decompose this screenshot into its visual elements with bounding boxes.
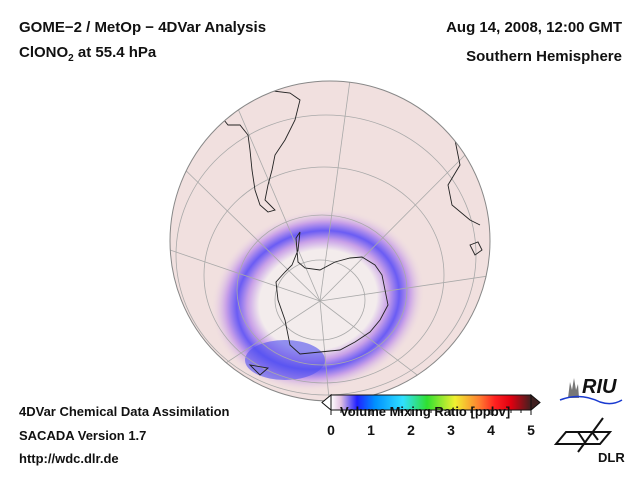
south-america: [217, 87, 301, 213]
species-name: ClONO: [19, 44, 69, 61]
colorbar-min-arrow: [321, 393, 332, 412]
datetime: Aug 14, 2008, 12:00 GMT: [446, 19, 622, 36]
species-subscript: 2: [68, 53, 74, 64]
pressure-level: at 55.4 hPa: [73, 44, 157, 61]
colorbar-tick-label: 1: [367, 422, 375, 438]
colorbar-tick-label: 0: [327, 422, 335, 438]
antarctica: [275, 231, 389, 355]
footer-line1: 4DVar Chemical Data Assimilation: [19, 404, 230, 419]
dlr-logo: [553, 417, 613, 453]
colorbar-max-arrow: [530, 393, 541, 412]
species-label: ClONO2 at 55.4 hPa: [19, 44, 156, 64]
footer-url[interactable]: http://wdc.dlr.de: [19, 451, 119, 466]
madagascar: [469, 241, 483, 256]
new-zealand: [248, 364, 270, 376]
dlr-logo-text: DLR: [598, 450, 625, 465]
graticule: [170, 81, 490, 401]
riu-logo-text: RIU: [582, 376, 617, 398]
vortex-max-region: [245, 340, 325, 380]
colorbar-tick-label: 2: [407, 422, 415, 438]
colorbar-title: Volume Mixing Ratio [ppbv]: [340, 404, 511, 419]
colorbar-tick-label: 3: [447, 422, 455, 438]
footer-line2: SACADA Version 1.7: [19, 428, 147, 443]
riu-logo: [559, 378, 623, 405]
colorbar-tick-label: 4: [487, 422, 495, 438]
colorbar-tick-label: 5: [527, 422, 535, 438]
title: GOME−2 / MetOp − 4DVar Analysis: [19, 19, 267, 36]
region: Southern Hemisphere: [466, 48, 622, 65]
